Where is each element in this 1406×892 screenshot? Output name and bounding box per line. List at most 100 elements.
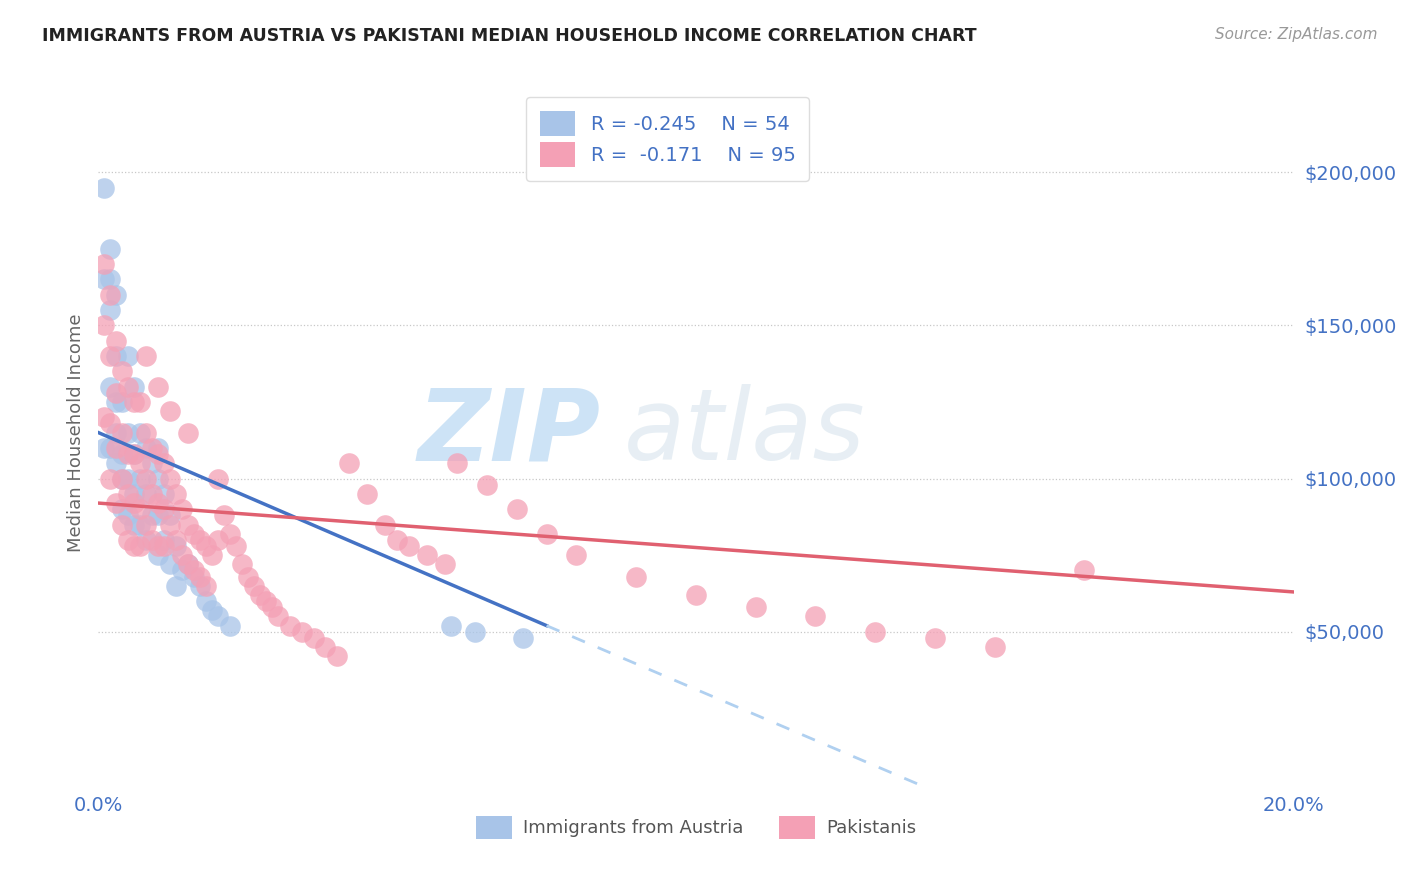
Point — [117, 379, 139, 393]
Point — [117, 425, 139, 440]
Point — [111, 395, 134, 409]
Point — [183, 569, 205, 583]
Point — [506, 502, 529, 516]
Point — [135, 425, 157, 440]
Point — [148, 496, 170, 510]
Point — [356, 487, 378, 501]
Point — [148, 548, 170, 562]
Point — [98, 287, 122, 301]
Point — [105, 456, 128, 470]
Point — [924, 631, 946, 645]
Point — [148, 472, 170, 486]
Point — [291, 624, 314, 639]
Point — [565, 548, 588, 562]
Point — [117, 487, 139, 501]
Point — [148, 379, 170, 393]
Point — [165, 533, 187, 547]
Point — [135, 487, 157, 501]
Point — [135, 349, 157, 363]
Point — [98, 349, 122, 363]
Point — [254, 594, 277, 608]
Point — [745, 600, 768, 615]
Point — [249, 588, 271, 602]
Point — [111, 447, 134, 461]
Point — [165, 487, 187, 501]
Point — [129, 517, 152, 532]
Point — [111, 425, 134, 440]
Point — [105, 496, 128, 510]
Point — [219, 526, 242, 541]
Point — [124, 487, 146, 501]
Point — [98, 272, 122, 286]
Point — [207, 609, 229, 624]
Point — [260, 600, 283, 615]
Point — [98, 379, 122, 393]
Point — [440, 618, 463, 632]
Point — [302, 631, 325, 645]
Point — [105, 441, 128, 455]
Point — [434, 558, 457, 572]
Text: IMMIGRANTS FROM AUSTRIA VS PAKISTANI MEDIAN HOUSEHOLD INCOME CORRELATION CHART: IMMIGRANTS FROM AUSTRIA VS PAKISTANI MED… — [42, 27, 977, 45]
Point — [124, 379, 146, 393]
Point — [207, 472, 229, 486]
Point — [111, 502, 134, 516]
Point — [93, 410, 115, 425]
Point — [326, 649, 349, 664]
Point — [141, 456, 163, 470]
Point — [141, 487, 163, 501]
Point — [111, 364, 134, 378]
Point — [98, 417, 122, 431]
Point — [124, 447, 146, 461]
Point — [93, 272, 115, 286]
Point — [172, 548, 194, 562]
Point — [231, 558, 253, 572]
Point — [93, 441, 115, 455]
Point — [177, 517, 200, 532]
Point — [124, 447, 146, 461]
Text: Source: ZipAtlas.com: Source: ZipAtlas.com — [1215, 27, 1378, 42]
Point — [339, 456, 361, 470]
Point — [98, 472, 122, 486]
Point — [315, 640, 337, 654]
Point — [172, 564, 194, 578]
Point — [141, 508, 163, 523]
Point — [148, 441, 170, 455]
Point — [105, 395, 128, 409]
Point — [984, 640, 1007, 654]
Point — [117, 349, 139, 363]
Point — [117, 447, 139, 461]
Point — [865, 624, 887, 639]
Point — [464, 624, 486, 639]
Point — [124, 496, 146, 510]
Point — [124, 539, 146, 553]
Point — [153, 502, 176, 516]
Point — [93, 257, 115, 271]
Point — [129, 395, 152, 409]
Point — [188, 533, 211, 547]
Point — [135, 472, 157, 486]
Point — [105, 334, 128, 348]
Point — [148, 447, 170, 461]
Point — [129, 502, 152, 516]
Point — [129, 456, 152, 470]
Point — [117, 508, 139, 523]
Point — [188, 569, 211, 583]
Point — [98, 242, 122, 256]
Point — [148, 539, 170, 553]
Point — [195, 579, 218, 593]
Point — [111, 517, 134, 532]
Point — [111, 472, 134, 486]
Point — [141, 441, 163, 455]
Point — [243, 579, 266, 593]
Point — [165, 579, 187, 593]
Point — [93, 180, 115, 194]
Point — [278, 618, 301, 632]
Text: ZIP: ZIP — [418, 384, 600, 481]
Point — [385, 533, 409, 547]
Point — [153, 533, 176, 547]
Point — [117, 533, 139, 547]
Point — [183, 564, 205, 578]
Point — [129, 539, 152, 553]
Point — [201, 603, 224, 617]
Point — [159, 404, 181, 418]
